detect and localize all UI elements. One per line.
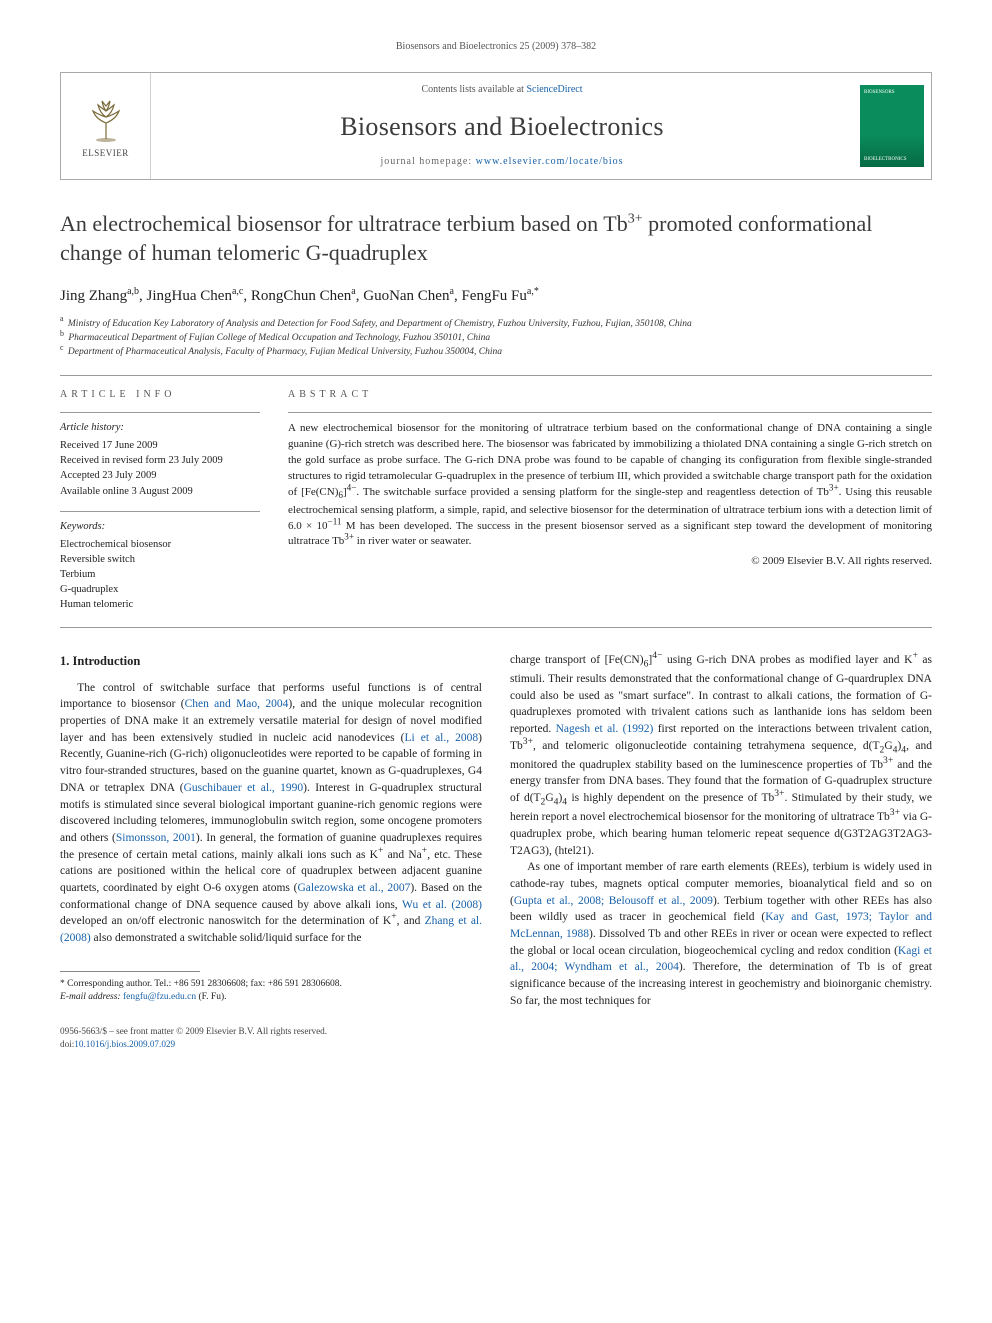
affiliation: a Ministry of Education Key Laboratory o… — [60, 317, 932, 331]
journal-name: Biosensors and Bioelectronics — [163, 109, 841, 145]
front-matter-line: 0956-5663/$ – see front matter © 2009 El… — [60, 1025, 327, 1038]
corr-email-link[interactable]: fengfu@fzu.edu.cn — [123, 992, 196, 1002]
email-label: E-mail address: — [60, 992, 121, 1002]
abstract-copyright: © 2009 Elsevier B.V. All rights reserved… — [288, 554, 932, 569]
running-head: Biosensors and Bioelectronics 25 (2009) … — [60, 40, 932, 54]
abstract-heading: abstract — [288, 388, 932, 402]
contents-line: Contents lists available at ScienceDirec… — [163, 83, 841, 97]
cover-bottom: BIOELECTRONICS — [864, 156, 920, 163]
keyword-item: Electrochemical biosensor — [60, 537, 260, 552]
section-1-heading: 1. Introduction — [60, 652, 482, 670]
corr-line: * Corresponding author. Tel.: +86 591 28… — [60, 978, 482, 991]
abstract-rule — [288, 412, 932, 413]
article-title: An electrochemical biosensor for ultratr… — [60, 210, 932, 267]
corresponding-footnote: * Corresponding author. Tel.: +86 591 28… — [60, 978, 482, 1005]
history-item: Received 17 June 2009 — [60, 438, 260, 453]
journal-header: ELSEVIER Contents lists available at Sci… — [60, 72, 932, 180]
email-suffix: (F. Fu). — [198, 992, 226, 1002]
author-list: Jing Zhanga,b, JingHua Chena,c, RongChun… — [60, 286, 932, 307]
abstract: abstract A new electrochemical biosensor… — [288, 388, 932, 612]
publisher-name: ELSEVIER — [82, 147, 129, 160]
info-rule — [60, 412, 260, 413]
para-2: charge transport of [Fe(CN)6]4− using G-… — [510, 652, 932, 860]
journal-homepage-link[interactable]: www.elsevier.com/locate/bios — [476, 156, 624, 167]
para-1: The control of switchable surface that p… — [60, 680, 482, 947]
top-rule — [60, 375, 932, 376]
journal-cover-thumb: BIOSENSORS BIOELECTRONICS — [860, 85, 924, 167]
keyword-item: Reversible switch — [60, 552, 260, 567]
article-info-heading: article info — [60, 388, 260, 402]
history-block: Received 17 June 2009Received in revised… — [60, 438, 260, 499]
history-item: Available online 3 August 2009 — [60, 484, 260, 499]
elsevier-tree-icon — [81, 93, 131, 143]
abstract-text: A new electrochemical biosensor for the … — [288, 421, 932, 550]
history-item: Received in revised form 23 July 2009 — [60, 453, 260, 468]
info-abstract-row: article info Article history: Received 1… — [60, 388, 932, 612]
footer-left: 0956-5663/$ – see front matter © 2009 El… — [60, 1025, 327, 1051]
keywords-label: Keywords: — [60, 520, 260, 535]
publisher-logo: ELSEVIER — [61, 73, 151, 179]
doi-link[interactable]: 10.1016/j.bios.2009.07.029 — [74, 1039, 175, 1049]
header-center: Contents lists available at ScienceDirec… — [151, 73, 853, 179]
bottom-rule — [60, 627, 932, 628]
doi-prefix: doi: — [60, 1039, 74, 1049]
journal-homepage-line: journal homepage: www.elsevier.com/locat… — [163, 155, 841, 169]
affiliation: c Department of Pharmaceutical Analysis,… — [60, 345, 932, 359]
sciencedirect-link[interactable]: ScienceDirect — [526, 84, 582, 95]
keywords-rule — [60, 511, 260, 512]
footnote-rule — [60, 971, 200, 972]
page-footer: 0956-5663/$ – see front matter © 2009 El… — [60, 1025, 932, 1051]
cover-top: BIOSENSORS — [864, 89, 920, 96]
keyword-item: Human telomeric — [60, 597, 260, 612]
keyword-item: Terbium — [60, 567, 260, 582]
history-label: Article history: — [60, 421, 260, 436]
affiliations: a Ministry of Education Key Laboratory o… — [60, 317, 932, 360]
keywords-list: Electrochemical biosensorReversible swit… — [60, 537, 260, 613]
affiliation: b Pharmaceutical Department of Fujian Co… — [60, 331, 932, 345]
body-text: 1. Introduction The control of switchabl… — [60, 652, 932, 1010]
article-info: article info Article history: Received 1… — [60, 388, 260, 612]
homepage-prefix: journal homepage: — [380, 156, 475, 167]
history-item: Accepted 23 July 2009 — [60, 468, 260, 483]
contents-prefix: Contents lists available at — [421, 84, 526, 95]
keyword-item: G-quadruplex — [60, 582, 260, 597]
para-3: As one of important member of rare earth… — [510, 859, 932, 1009]
journal-cover: BIOSENSORS BIOELECTRONICS — [853, 73, 931, 179]
